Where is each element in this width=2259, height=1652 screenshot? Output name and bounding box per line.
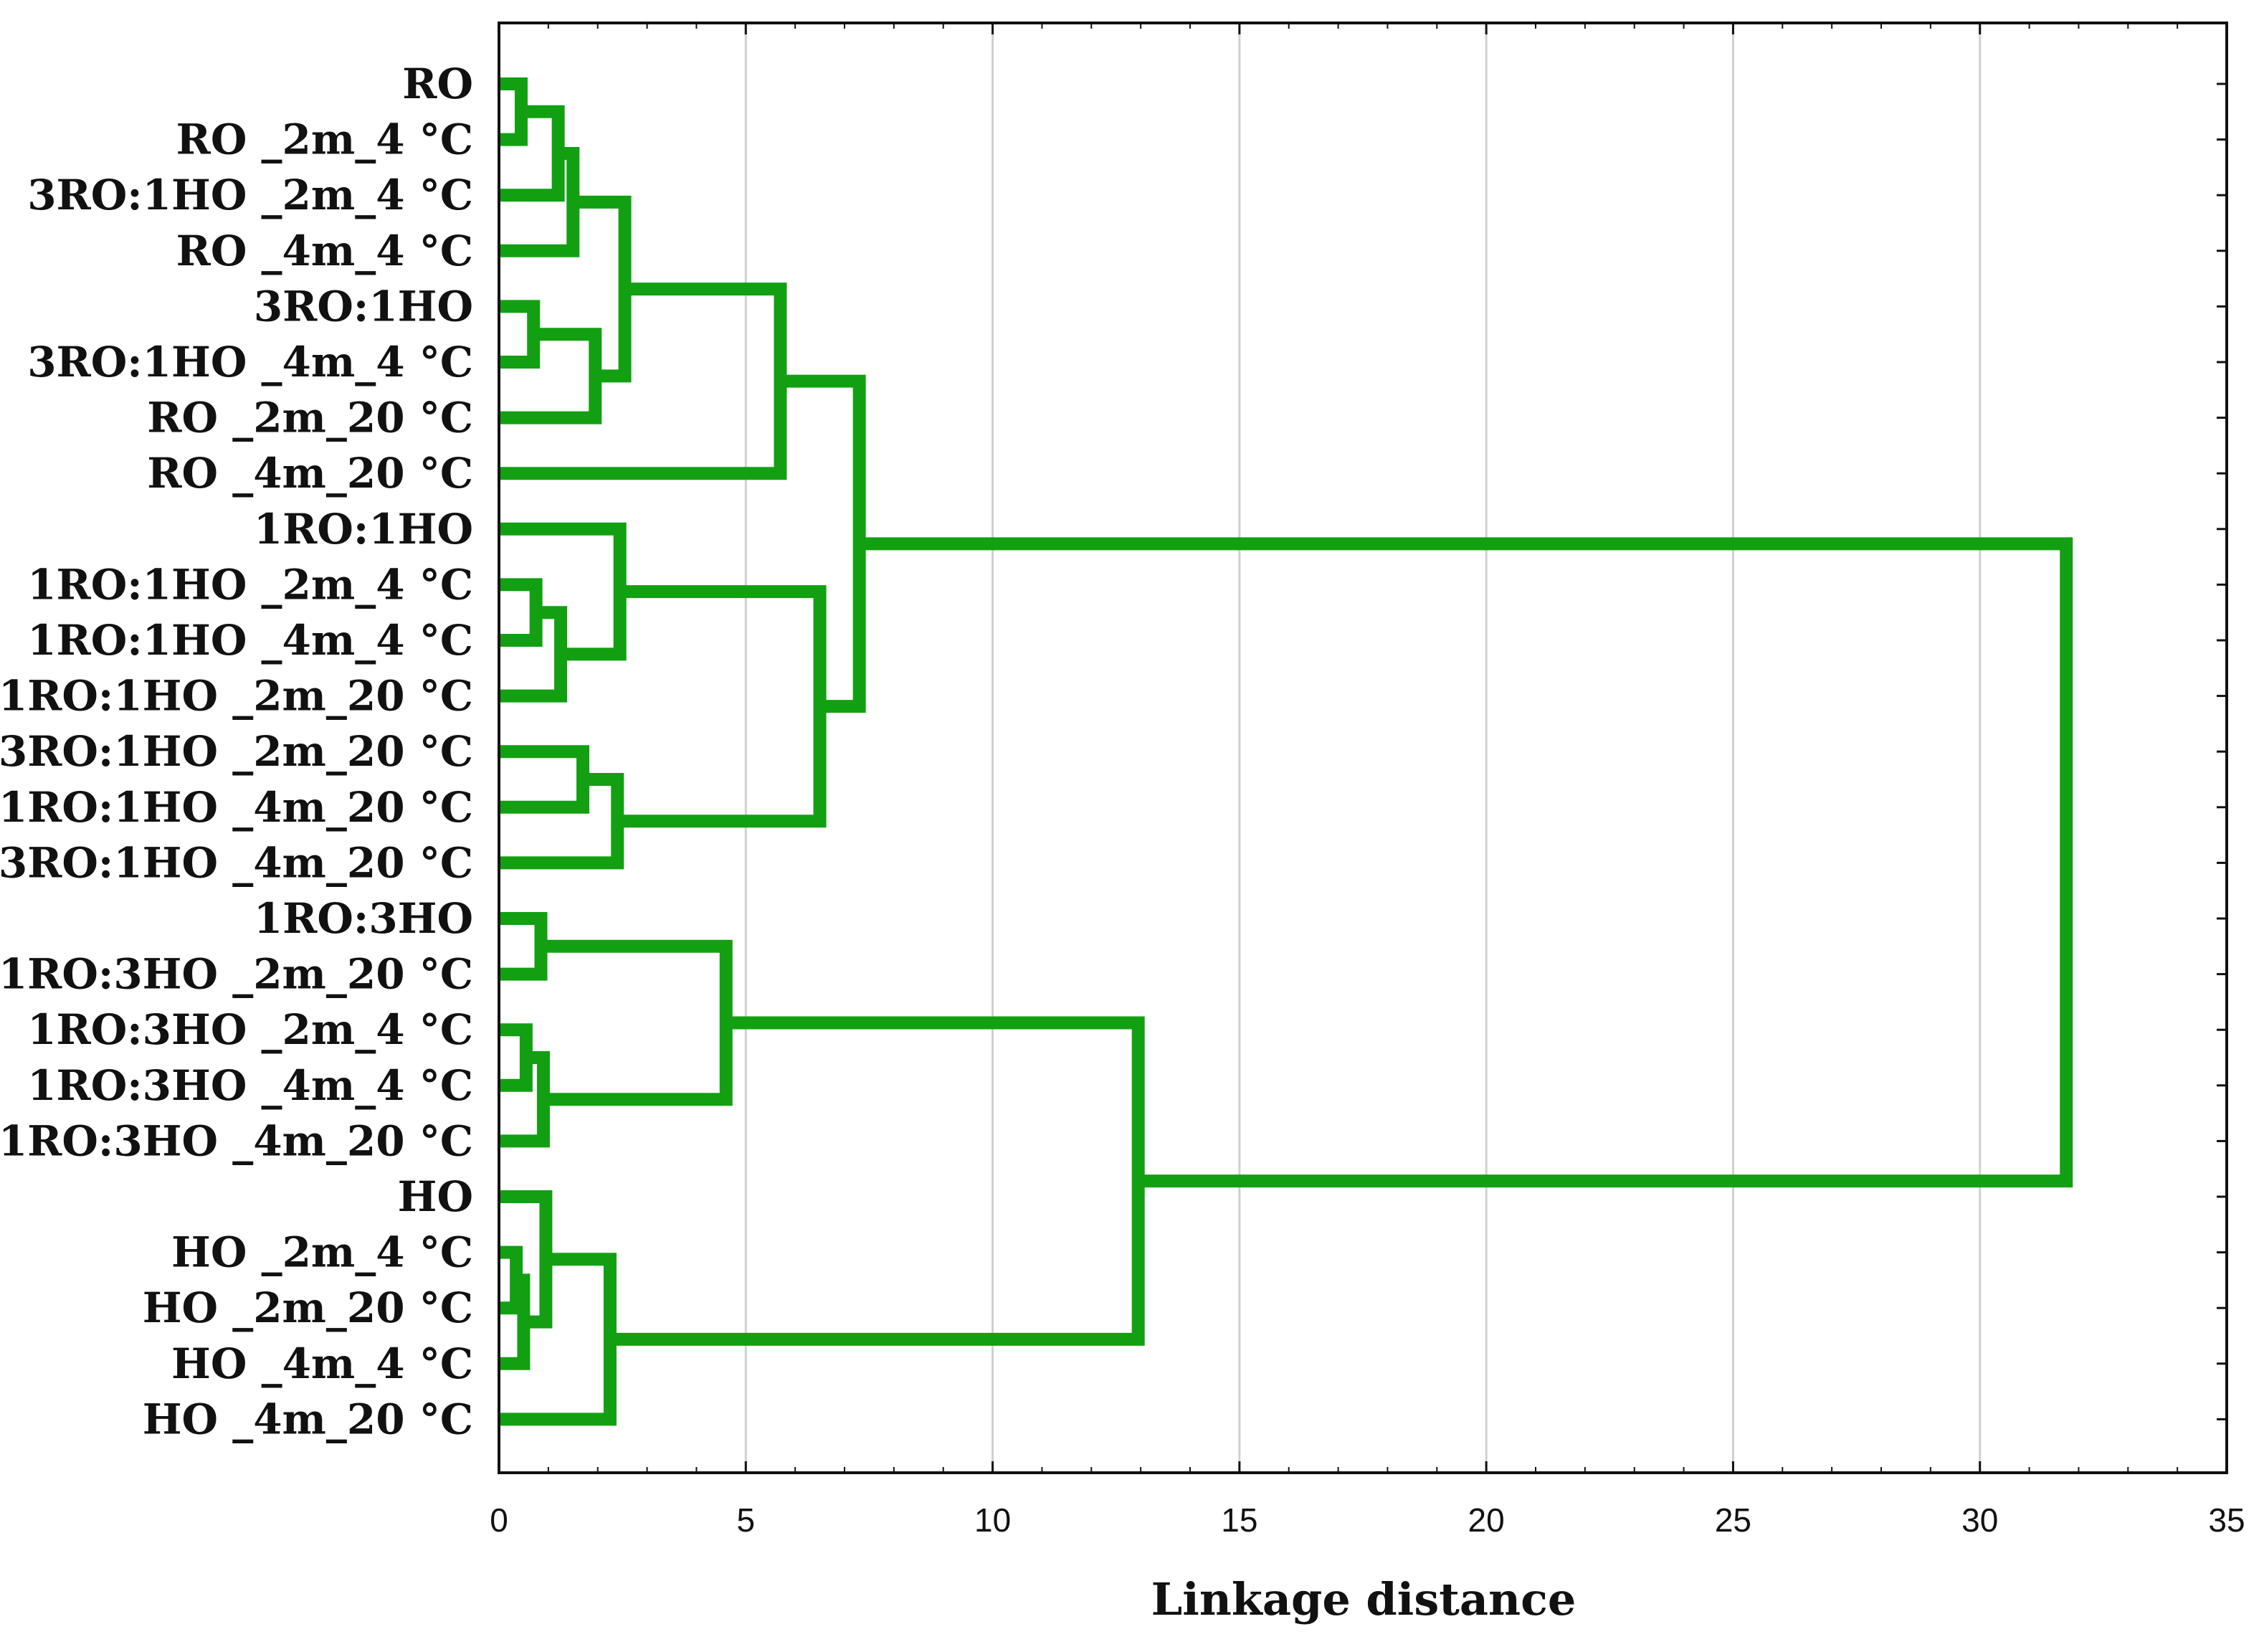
x-tick-label: 5 xyxy=(736,1501,755,1539)
leaf-label: HO xyxy=(398,1172,473,1221)
leaf-label: 1RO:1HO xyxy=(254,505,473,554)
dendrogram-link xyxy=(499,328,602,424)
leaf-label: 3RO:1HO _2m_4 °C xyxy=(27,171,473,219)
dendrogram-link xyxy=(499,1190,553,1329)
x-tick-label: 15 xyxy=(1221,1501,1257,1539)
leaf-labels: RO RO _2m_4 °C 3RO:1HO _2m_4 °C RO _4m_4 °C… xyxy=(0,60,473,1443)
leaf-label: 3RO:1HO xyxy=(254,282,473,331)
x-tick-label: 10 xyxy=(974,1501,1011,1539)
dendrogram-link xyxy=(617,585,827,828)
dendrogram-link xyxy=(541,939,733,1106)
leaf-label: RO _4m_4 °C xyxy=(176,227,473,275)
dendrogram-link xyxy=(499,745,590,814)
leaf-label: HO _2m_20 °C xyxy=(143,1283,473,1332)
x-axis-title: Linkage distance xyxy=(1151,1573,1576,1625)
leaf-label: HO _4m_20 °C xyxy=(143,1395,473,1443)
dendrogram-link xyxy=(499,1023,533,1092)
plot-frame xyxy=(498,22,2228,1474)
leaf-label: 3RO:1HO _4m_20 °C xyxy=(0,838,473,887)
x-tick-label: 30 xyxy=(1961,1501,1998,1539)
leaf-label: HO _2m_4 °C xyxy=(171,1228,473,1277)
leaf-label: 3RO:1HO _4m_4 °C xyxy=(27,338,473,386)
dendrogram-link xyxy=(499,773,624,870)
grid-lines xyxy=(744,23,1982,1473)
leaf-label: RO _4m_20 °C xyxy=(147,449,473,498)
x-tick-label: 0 xyxy=(490,1501,508,1539)
leaf-label: 1RO:1HO _2m_4 °C xyxy=(27,560,473,609)
x-tick-label: 35 xyxy=(2208,1501,2245,1539)
leaf-label: RO xyxy=(402,60,473,108)
leaf-label: 1RO:3HO _2m_4 °C xyxy=(27,1005,473,1054)
x-tick-label: 20 xyxy=(1468,1501,1505,1539)
leaf-label: HO _4m_4 °C xyxy=(171,1339,473,1388)
leaf-label: 3RO:1HO _2m_20 °C xyxy=(0,727,473,776)
dendrogram-links xyxy=(499,77,2073,1426)
leaf-label: 1RO:3HO _4m_20 °C xyxy=(0,1116,473,1165)
leaf-label: RO _2m_4 °C xyxy=(176,115,473,164)
leaf-label: 1RO:1HO _4m_4 °C xyxy=(27,616,473,665)
x-tick-labels: 0 5 10 15 20 25 30 35 xyxy=(490,1501,2245,1539)
leaf-label: 1RO:1HO _4m_20 °C xyxy=(0,783,473,832)
leaf-label: 1RO:3HO xyxy=(254,894,473,943)
leaf-label: 1RO:3HO _2m_20 °C xyxy=(0,950,473,999)
dendrogram-link xyxy=(499,1051,550,1148)
leaf-label: 1RO:1HO _2m_20 °C xyxy=(0,672,473,721)
leaf-label: 1RO:3HO _4m_4 °C xyxy=(27,1061,473,1110)
dendrogram-link xyxy=(859,537,2073,1188)
x-tick-label: 25 xyxy=(1715,1501,1751,1539)
dendrogram-link xyxy=(499,606,568,703)
leaf-label: RO _2m_20 °C xyxy=(147,394,473,442)
